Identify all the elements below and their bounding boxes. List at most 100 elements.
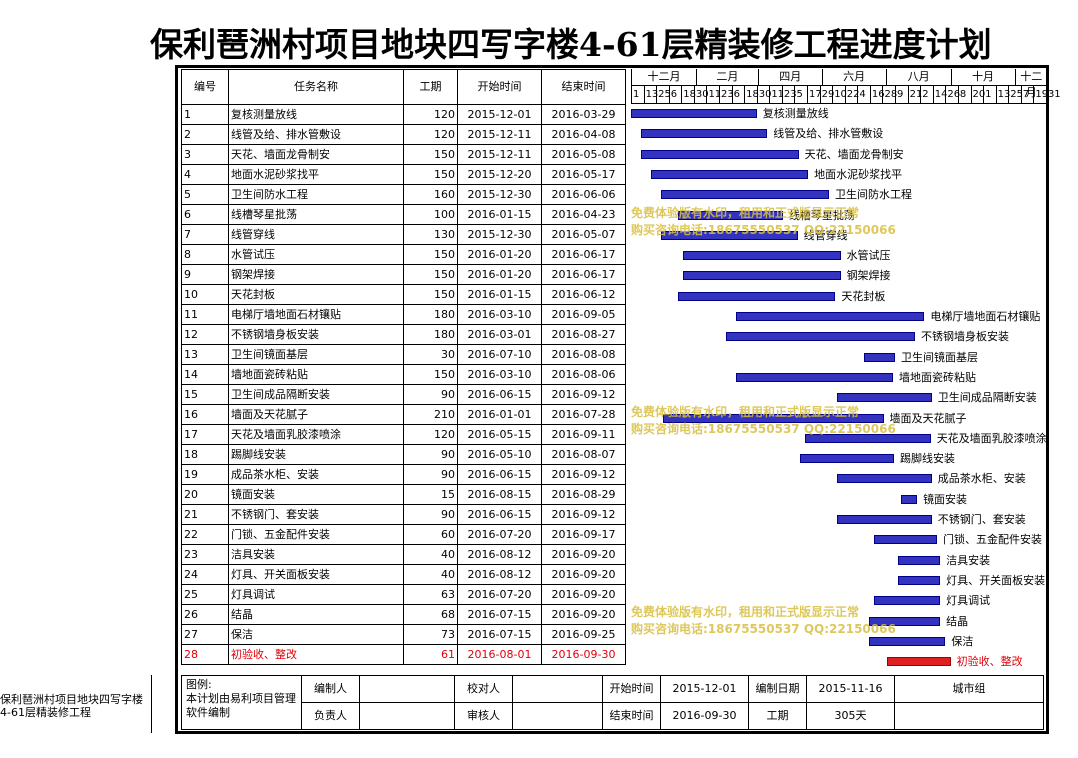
timescale-day: 22 xyxy=(844,86,859,103)
table-row[interactable]: 6 线槽琴星批荡 100 2016-01-15 2016-04-23 xyxy=(181,204,626,225)
table-row[interactable]: 27 保洁 73 2016-07-15 2016-09-25 xyxy=(181,624,626,645)
gantt-chart: 十二月 二月 四月 六月 八月 十月 十二月 1 13 25 6 18 30 11 23 6 18 30 11 23… xyxy=(631,69,1061,671)
task-start: 2015-12-01 xyxy=(457,104,542,125)
table-row[interactable]: 7 线管穿线 130 2015-12-30 2016-05-07 xyxy=(181,224,626,245)
task-start: 2016-07-10 xyxy=(457,344,542,365)
owner-label: 负责人 xyxy=(301,702,360,730)
task-duration: 73 xyxy=(403,624,458,645)
task-start: 2016-01-20 xyxy=(457,244,542,265)
task-name: 天花封板 xyxy=(228,284,404,305)
task-duration: 130 xyxy=(403,224,458,245)
gantt-bar[interactable] xyxy=(804,433,931,443)
task-name: 复核测量放线 xyxy=(228,104,404,125)
task-name: 线管穿线 xyxy=(228,224,404,245)
task-start: 2016-08-12 xyxy=(457,564,542,585)
task-start: 2015-12-11 xyxy=(457,144,542,165)
task-name: 水管试压 xyxy=(228,244,404,265)
gantt-bar[interactable] xyxy=(678,210,783,220)
gantt-bar[interactable] xyxy=(661,230,798,240)
timescale-day: 30 xyxy=(693,86,709,103)
watermark-line: 免费体验版有水印，租用和正式版显示正常 xyxy=(631,605,860,619)
table-row[interactable]: 23 洁具安装 40 2016-08-12 2016-09-20 xyxy=(181,544,626,565)
project-name-box: 保利琶洲村项目地块四写字楼4-61层精装修工程 xyxy=(0,675,152,733)
table-row[interactable]: 15 卫生间成品隔断安装 90 2016-06-15 2016-09-12 xyxy=(181,384,626,405)
gantt-bar[interactable] xyxy=(837,393,932,403)
table-row[interactable]: 28 初验收、整改 61 2016-08-01 2016-09-30 xyxy=(181,644,626,665)
task-name: 天花及墙面乳胶漆喷涂 xyxy=(228,424,404,445)
gantt-bar[interactable] xyxy=(898,555,941,565)
table-row[interactable]: 10 天花封板 150 2016-01-15 2016-06-12 xyxy=(181,284,626,305)
gantt-bar[interactable] xyxy=(683,251,841,261)
task-id: 27 xyxy=(181,624,229,645)
task-duration: 180 xyxy=(403,304,458,325)
task-end: 2016-09-30 xyxy=(541,644,626,665)
gantt-bar-label: 踢脚线安装 xyxy=(900,452,955,466)
timescale-day: 9 xyxy=(895,86,903,103)
gantt-bar[interactable] xyxy=(650,169,809,179)
task-end: 2016-06-17 xyxy=(541,244,626,265)
gantt-bar[interactable] xyxy=(631,109,757,118)
task-name: 不锈钢门、套安装 xyxy=(228,504,404,525)
task-name: 结晶 xyxy=(228,604,404,625)
task-start: 2016-07-20 xyxy=(457,524,542,545)
gantt-bar[interactable] xyxy=(837,474,932,484)
gantt-bar[interactable] xyxy=(735,372,893,382)
table-row[interactable]: 4 地面水泥砂浆找平 150 2015-12-20 2016-05-17 xyxy=(181,164,626,185)
table-row[interactable]: 16 墙面及天花腻子 210 2016-01-01 2016-07-28 xyxy=(181,404,626,425)
timescale: 十二月 二月 四月 六月 八月 十月 十二月 1 13 25 6 18 30 11 23 6 18 30 11 23… xyxy=(631,69,1061,104)
gantt-bar[interactable] xyxy=(661,190,830,200)
gantt-bar[interactable] xyxy=(799,454,894,464)
gantt-bar[interactable] xyxy=(874,535,937,545)
task-id: 9 xyxy=(181,264,229,285)
table-row[interactable]: 8 水管试压 150 2016-01-20 2016-06-17 xyxy=(181,244,626,265)
gantt-bar[interactable] xyxy=(641,129,768,139)
gantt-bar[interactable] xyxy=(726,332,915,342)
table-row[interactable]: 24 灯具、开关面板安装 40 2016-08-12 2016-09-20 xyxy=(181,564,626,585)
timescale-day: 30 xyxy=(756,86,771,103)
gantt-bar[interactable] xyxy=(898,575,941,585)
gantt-bar[interactable] xyxy=(735,312,925,321)
task-end: 2016-09-17 xyxy=(541,524,626,545)
gantt-bar[interactable] xyxy=(874,596,941,606)
watermark: 免费体验版有水印，租用和正式版显示正常 购买咨询电话:18675550537 Q… xyxy=(631,403,896,437)
table-row[interactable]: 17 天花及墙面乳胶漆喷涂 120 2016-05-15 2016-09-11 xyxy=(181,424,626,445)
table-row[interactable]: 9 钢架焊接 150 2016-01-20 2016-06-17 xyxy=(181,264,626,285)
table-row[interactable]: 2 线管及给、排水管敷设 120 2015-12-11 2016-04-08 xyxy=(181,124,626,145)
table-row[interactable]: 1 复核测量放线 120 2015-12-01 2016-03-29 xyxy=(181,104,626,125)
table-row[interactable]: 18 踢脚线安装 90 2016-05-10 2016-08-07 xyxy=(181,444,626,465)
gantt-bar[interactable] xyxy=(663,413,884,423)
timescale-day: 4 xyxy=(857,86,866,103)
task-start: 2015-12-30 xyxy=(457,224,542,245)
gantt-bar[interactable] xyxy=(683,271,841,281)
table-row[interactable]: 26 结晶 68 2016-07-15 2016-09-20 xyxy=(181,604,626,625)
table-row[interactable]: 22 门锁、五金配件安装 60 2016-07-20 2016-09-17 xyxy=(181,524,626,545)
task-end: 2016-08-29 xyxy=(541,484,626,505)
table-row[interactable]: 11 电梯厅墙地面石材镶贴 180 2016-03-10 2016-09-05 xyxy=(181,304,626,325)
gantt-bar[interactable] xyxy=(837,515,932,524)
gantt-bar[interactable] xyxy=(901,494,918,504)
gantt-bar[interactable] xyxy=(868,616,941,626)
gantt-bar[interactable] xyxy=(863,352,896,362)
task-start: 2016-03-01 xyxy=(457,324,542,345)
editor-label: 编制人 xyxy=(301,675,360,703)
table-row[interactable]: 25 灯具调试 63 2016-07-20 2016-09-20 xyxy=(181,584,626,605)
timescale-day: 17 xyxy=(807,86,822,103)
task-start: 2016-08-01 xyxy=(457,644,542,665)
table-row[interactable]: 12 不锈钢墙身板安装 180 2016-03-01 2016-08-27 xyxy=(181,324,626,345)
task-end: 2016-06-06 xyxy=(541,184,626,205)
gantt-bar[interactable] xyxy=(886,657,951,667)
table-row[interactable]: 14 墙地面瓷砖粘贴 150 2016-03-10 2016-08-06 xyxy=(181,364,626,385)
table-row[interactable]: 20 镜面安装 15 2016-08-15 2016-08-29 xyxy=(181,484,626,505)
gantt-bar[interactable] xyxy=(641,149,799,159)
table-row[interactable]: 21 不锈钢门、套安装 90 2016-06-15 2016-09-12 xyxy=(181,504,626,525)
gantt-bar[interactable] xyxy=(678,291,836,301)
table-row[interactable]: 3 天花、墙面龙骨制安 150 2015-12-11 2016-05-08 xyxy=(181,144,626,165)
gantt-bar[interactable] xyxy=(868,636,946,646)
task-duration: 150 xyxy=(403,144,458,165)
task-duration: 120 xyxy=(403,104,458,125)
start-value: 2015-12-01 xyxy=(660,675,749,703)
table-row[interactable]: 13 卫生间镜面基层 30 2016-07-10 2016-08-08 xyxy=(181,344,626,365)
task-end: 2016-09-20 xyxy=(541,584,626,605)
table-row[interactable]: 5 卫生间防水工程 160 2015-12-30 2016-06-06 xyxy=(181,184,626,205)
table-row[interactable]: 19 成品茶水柜、安装 90 2016-06-15 2016-09-12 xyxy=(181,464,626,485)
